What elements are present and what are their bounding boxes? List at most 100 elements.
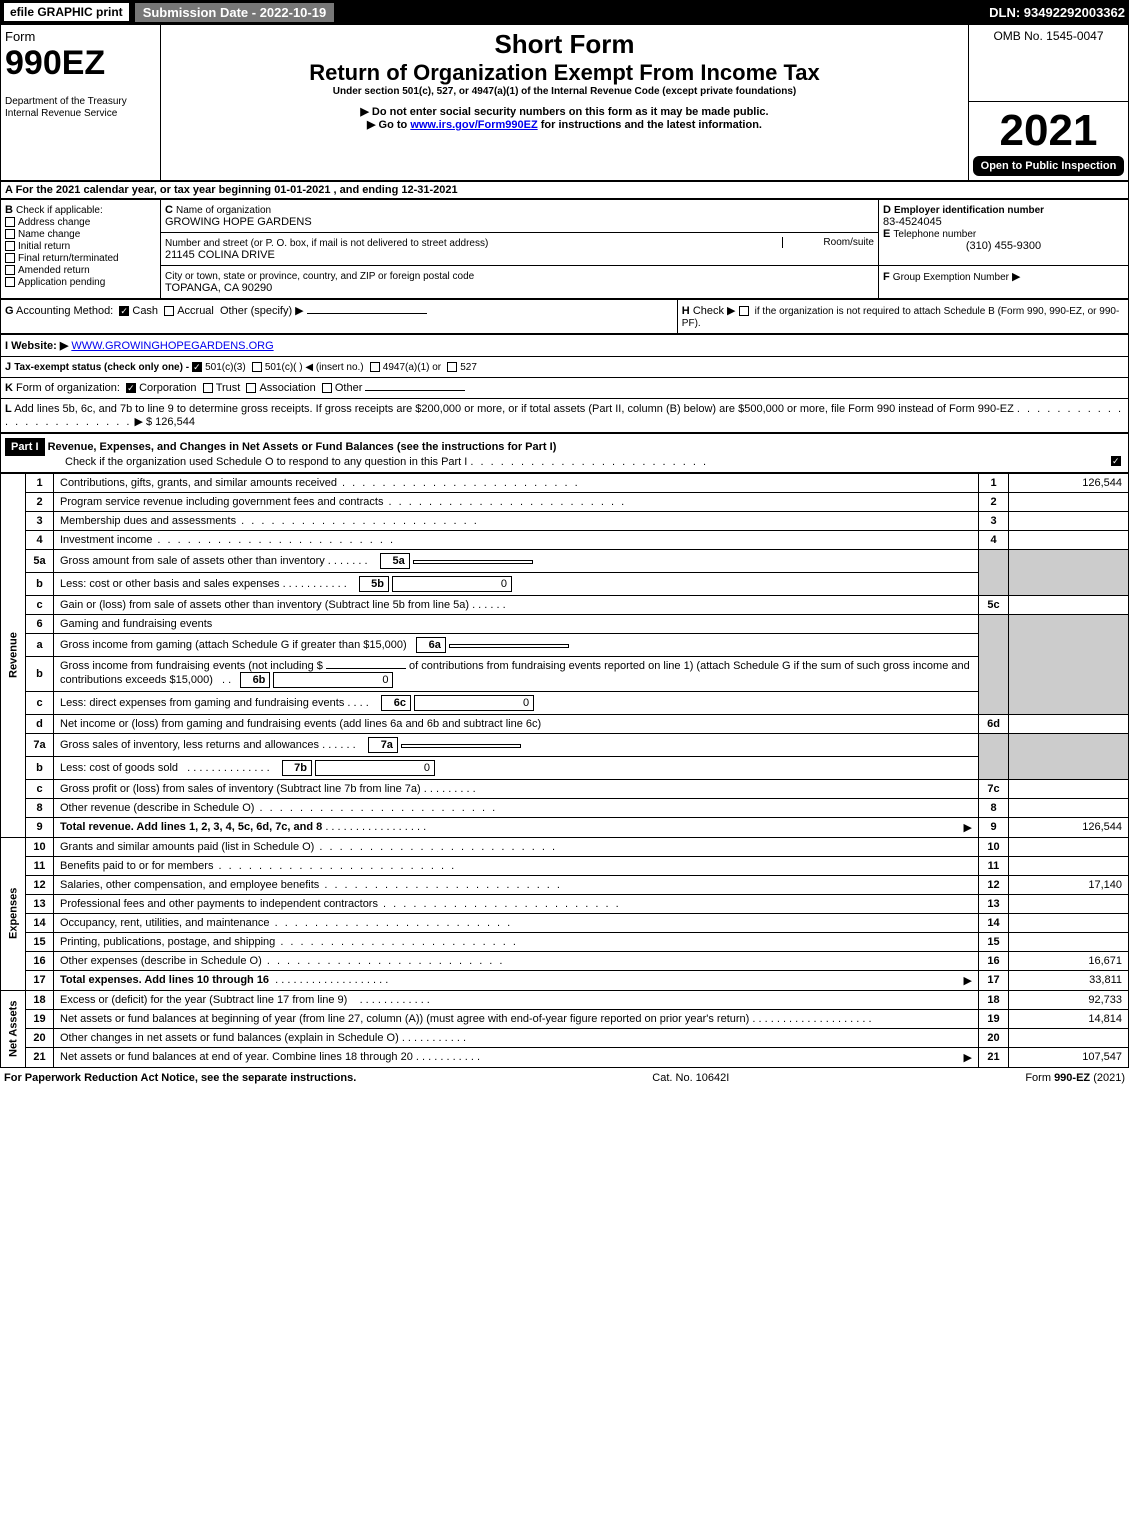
street-value: 21145 COLINA DRIVE xyxy=(165,249,275,261)
checkbox-corporation[interactable] xyxy=(126,383,136,393)
efile-label[interactable]: efile GRAPHIC print xyxy=(4,3,129,21)
checkbox-4947[interactable] xyxy=(370,362,380,372)
form-number: 990EZ xyxy=(5,44,105,82)
d-label: D xyxy=(883,204,891,216)
line-10-box: 10 xyxy=(979,837,1009,856)
checkbox-cash[interactable] xyxy=(119,306,129,316)
l-text: Add lines 5b, 6c, and 7b to line 9 to de… xyxy=(14,403,1014,415)
line-9-label: Total revenue. Add lines 1, 2, 3, 4, 5c,… xyxy=(54,817,979,837)
city-label: City or town, state or province, country… xyxy=(165,271,474,282)
checkbox-schedule-b[interactable] xyxy=(739,306,749,316)
line-8-label: Other revenue (describe in Schedule O) xyxy=(54,798,979,817)
line-18-num: 18 xyxy=(26,990,54,1009)
line-7c-val xyxy=(1009,779,1129,798)
part1-header: Part I Revenue, Expenses, and Changes in… xyxy=(1,433,1129,472)
org-name: GROWING HOPE GARDENS xyxy=(165,216,312,228)
6b-blank[interactable] xyxy=(326,668,406,669)
line-7c-label: Gross profit or (loss) from sales of inv… xyxy=(54,779,979,798)
submission-date: Submission Date - 2022-10-19 xyxy=(135,3,335,22)
gray-5v xyxy=(1009,549,1129,595)
line-6a-num: a xyxy=(26,633,54,656)
line-12-box: 12 xyxy=(979,875,1009,894)
line-6a-label: Gross income from gaming (attach Schedul… xyxy=(54,633,979,656)
f-arrow: ▶ xyxy=(1012,271,1020,283)
g-label: G xyxy=(5,305,14,317)
line-7a-num: 7a xyxy=(26,733,54,756)
section-i: I Website: ▶ WWW.GROWINGHOPEGARDENS.ORG xyxy=(1,334,1129,356)
line-1-box: 1 xyxy=(979,473,1009,492)
line-11-label: Benefits paid to or for members xyxy=(54,856,979,875)
line-1-val: 126,544 xyxy=(1009,473,1129,492)
other-org-input[interactable] xyxy=(365,390,465,391)
line-7b-num: b xyxy=(26,756,54,779)
open-public-badge: Open to Public Inspection xyxy=(973,156,1124,176)
line-1-label: Contributions, gifts, grants, and simila… xyxy=(54,473,979,492)
b-checkif: Check if applicable: xyxy=(16,205,103,216)
phone-value: (310) 455-9300 xyxy=(883,240,1124,252)
irs-link[interactable]: www.irs.gov/Form990EZ xyxy=(410,119,537,131)
c-name-label: Name of organization xyxy=(176,205,271,216)
line-3-val xyxy=(1009,511,1129,530)
footer-mid: Cat. No. 10642I xyxy=(652,1072,729,1084)
section-k: K Form of organization: Corporation Trus… xyxy=(1,377,1129,398)
checkbox-527[interactable] xyxy=(447,362,457,372)
line-9-box: 9 xyxy=(979,817,1009,837)
form-header: Form 990EZ Department of the Treasury In… xyxy=(0,24,1129,181)
line-14-num: 14 xyxy=(26,913,54,932)
dln-number: DLN: 93492292003362 xyxy=(989,5,1125,20)
h-check: Check ▶ xyxy=(693,305,736,317)
sub-7a-box: 7a xyxy=(368,737,398,753)
line-21-num: 21 xyxy=(26,1047,54,1067)
checkbox-name-change[interactable] xyxy=(5,229,15,239)
page-footer: For Paperwork Reduction Act Notice, see … xyxy=(0,1068,1129,1088)
checkbox-501c3[interactable] xyxy=(192,362,202,372)
line-5b-num: b xyxy=(26,572,54,595)
checkbox-other-org[interactable] xyxy=(322,383,332,393)
checkbox-address-change[interactable] xyxy=(5,217,15,227)
line-21-label: Net assets or fund balances at end of ye… xyxy=(54,1047,979,1067)
line-15-label: Printing, publications, postage, and shi… xyxy=(54,932,979,951)
gray-7v xyxy=(1009,733,1129,779)
line-15-box: 15 xyxy=(979,932,1009,951)
line-3-box: 3 xyxy=(979,511,1009,530)
opt-501c3: 501(c)(3) xyxy=(205,362,246,373)
expenses-vert-label: Expenses xyxy=(1,837,26,990)
checkbox-trust[interactable] xyxy=(203,383,213,393)
line-21-val: 107,547 xyxy=(1009,1047,1129,1067)
line-5a-num: 5a xyxy=(26,549,54,572)
section-d-e: D Employer identification number 83-4524… xyxy=(879,199,1129,265)
checkbox-schedule-o[interactable] xyxy=(1111,456,1121,466)
sub-7b-val: 0 xyxy=(315,760,435,776)
city-value: TOPANGA, CA 90290 xyxy=(165,282,272,294)
line-11-box: 11 xyxy=(979,856,1009,875)
checkbox-initial-return[interactable] xyxy=(5,241,15,251)
checkbox-accrual[interactable] xyxy=(164,306,174,316)
line-6c-num: c xyxy=(26,691,54,714)
website-link[interactable]: WWW.GROWINGHOPEGARDENS.ORG xyxy=(71,340,273,352)
other-input[interactable] xyxy=(307,313,427,314)
section-j: J Tax-exempt status (check only one) - 5… xyxy=(1,356,1129,377)
checkbox-final-return[interactable] xyxy=(5,253,15,263)
form-word: Form xyxy=(5,29,35,44)
line-7b-label: Less: cost of goods sold . . . . . . . .… xyxy=(54,756,979,779)
sub-5b-val: 0 xyxy=(392,576,512,592)
line-21-box: 21 xyxy=(979,1047,1009,1067)
line-19-num: 19 xyxy=(26,1009,54,1028)
checkbox-amended-return[interactable] xyxy=(5,265,15,275)
revenue-vert-label: Revenue xyxy=(1,473,26,837)
checkbox-501c[interactable] xyxy=(252,362,262,372)
line-17-box: 17 xyxy=(979,970,1009,990)
line-20-label: Other changes in net assets or fund bala… xyxy=(54,1028,979,1047)
section-f: F Group Exemption Number ▶ xyxy=(879,265,1129,298)
opt-corporation: Corporation xyxy=(139,382,196,394)
sub-6b-val: 0 xyxy=(273,672,393,688)
line-6b-label: Gross income from fundraising events (no… xyxy=(54,656,979,691)
checkbox-application-pending[interactable] xyxy=(5,277,15,287)
opt-final-return: Final return/terminated xyxy=(18,253,119,264)
footer-right: Form 990-EZ (2021) xyxy=(1025,1072,1125,1084)
line-11-num: 11 xyxy=(26,856,54,875)
line-13-num: 13 xyxy=(26,894,54,913)
sub-5a-val xyxy=(413,560,533,564)
gray-6v xyxy=(1009,614,1129,714)
checkbox-association[interactable] xyxy=(246,383,256,393)
